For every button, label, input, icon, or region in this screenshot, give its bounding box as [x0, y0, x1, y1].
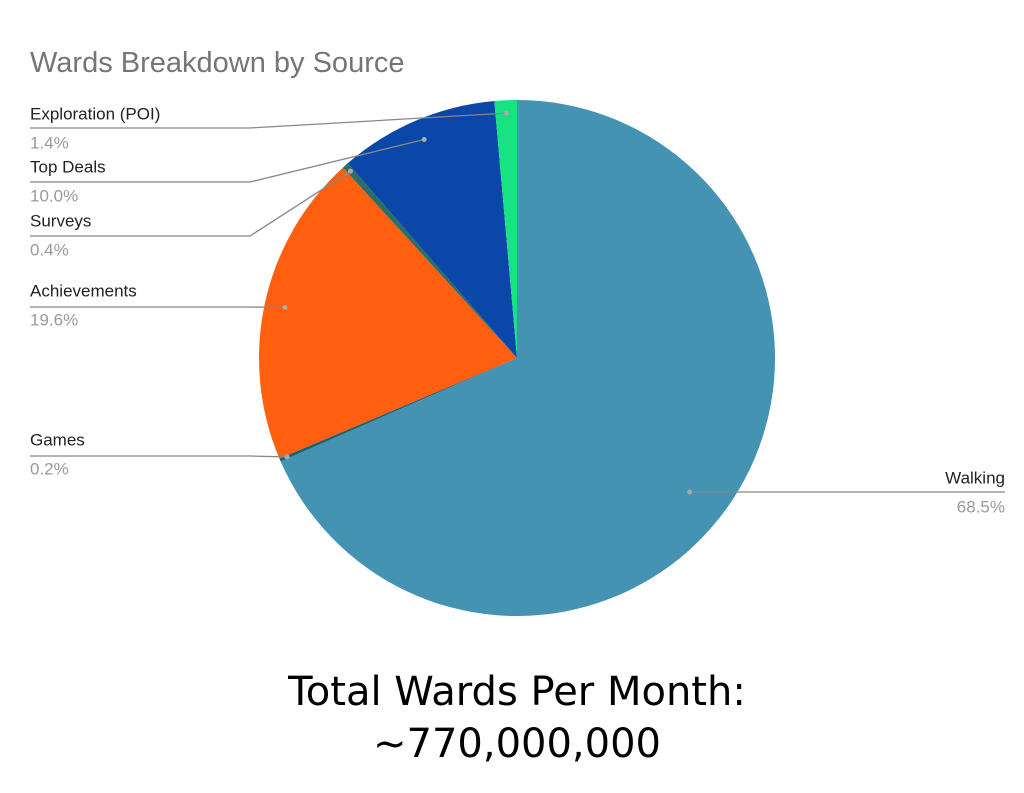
leader-dot: [687, 489, 693, 495]
pie-slice: [259, 167, 517, 459]
slice-label: Exploration (POI): [30, 104, 160, 123]
slice-value-label: 0.2%: [30, 459, 69, 478]
pie-slice: [342, 163, 517, 358]
leader-line: [30, 170, 351, 237]
leader-dot: [421, 137, 427, 143]
slice-value-label: 68.5%: [957, 497, 1005, 516]
slice-value-label: 10.0%: [30, 186, 78, 205]
slice-value-label: 19.6%: [30, 310, 78, 329]
leader-line: [30, 455, 288, 458]
pie-slice: [280, 100, 775, 616]
leader-line: [30, 138, 425, 183]
pie-slice: [347, 100, 517, 358]
leader-line: [30, 112, 507, 129]
slice-value-label: 1.4%: [30, 133, 69, 152]
slice-label: Achievements: [30, 281, 137, 300]
slice-label: Walking: [945, 468, 1005, 487]
leader-dot: [347, 168, 353, 174]
slice-value-label: 0.4%: [30, 240, 69, 259]
caption: Total Wards Per Month:: [287, 669, 746, 715]
pie-slice: [279, 358, 517, 462]
slice-label: Games: [30, 430, 85, 449]
caption: ~770,000,000: [373, 721, 661, 767]
slice-label: Surveys: [30, 211, 91, 230]
slice-label: Top Deals: [30, 157, 106, 176]
pie-slice: [494, 100, 517, 358]
leader-dot: [284, 454, 290, 460]
leader-dot: [503, 110, 509, 116]
leader-dot: [282, 304, 288, 310]
chart-title: Wards Breakdown by Source: [30, 47, 404, 79]
